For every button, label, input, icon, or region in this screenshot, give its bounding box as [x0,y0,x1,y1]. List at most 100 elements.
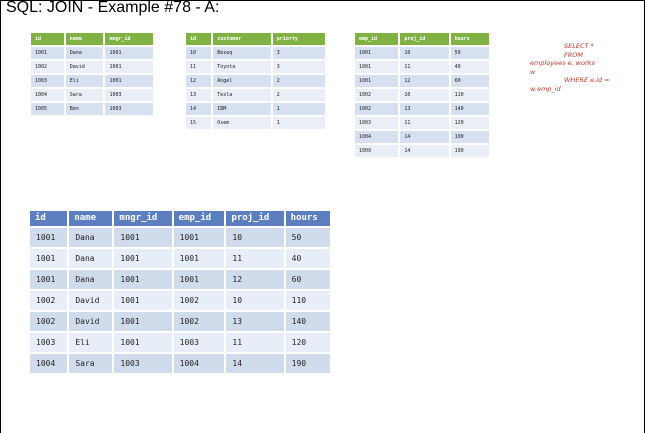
table-cell: 1001 [173,249,225,268]
table-cell: 1002 [355,103,399,115]
table-cell: 11 [186,61,212,73]
table-row: 1001 Dana 1001 1001 11 40 [30,249,330,268]
table-cell: 1001 [30,228,68,247]
table-cell: 1001 [105,61,153,73]
table-cell: 12 [186,75,212,87]
table-cell: 13 [400,103,449,115]
table-cell: 1001 [30,270,68,289]
table-cell: 2 [272,75,325,87]
table-cell: 1001 [31,47,64,59]
table-cell: 1003 [114,354,172,373]
table-cell: 1001 [355,61,399,73]
table-row: 1009 14 190 [355,145,489,157]
column-header: id [30,211,68,226]
column-header: mngr_id [105,33,153,45]
table-cell: 120 [285,333,330,352]
table-cell: 11 [400,117,449,129]
table-row: 1002 David 1001 [31,61,153,73]
table-cell: 12 [226,270,284,289]
column-header: hours [450,33,489,45]
table-row: 15 Osem 1 [186,117,325,129]
table-cell: 1001 [105,47,153,59]
table-row: 1002 David 1001 1002 13 140 [30,312,330,331]
table-cell: 1003 [30,333,68,352]
slide-title: SQL: JOIN - Example #78 - A: [6,0,220,16]
table-cell: Angel [213,75,271,87]
table-cell: Tesla [213,89,271,101]
table-cell: 60 [450,75,489,87]
table-cell: 1002 [30,291,68,310]
table-cell: 10 [186,47,212,59]
table-header-row: emp_id proj_id hours [355,33,489,45]
table-cell: 15 [186,117,212,129]
table-cell: 1004 [173,354,225,373]
table-cell: 1002 [173,291,225,310]
column-header: id [31,33,64,45]
column-header: emp_id [355,33,399,45]
table-cell: 190 [450,131,489,143]
table-cell: 1 [272,103,325,115]
table-cell: 14 [186,103,212,115]
column-header: name [69,211,113,226]
table-header-row: id customer priorty [186,33,325,45]
table-cell: 1001 [30,249,68,268]
column-header: name [65,33,104,45]
table-row: 1004 14 190 [355,131,489,143]
table-cell: 60 [285,270,330,289]
table-cell: 50 [285,228,330,247]
table-cell: 12 [400,75,449,87]
table-row: 1001 12 60 [355,75,489,87]
table-row: 11 Toyota 3 [186,61,325,73]
table-header-row: id name mngr_id emp_id proj_id hours [30,211,330,226]
table-cell: Sara [65,89,104,101]
table-header-row: id name mngr_id [31,33,153,45]
table-cell: 1001 [114,228,172,247]
table-cell: Dana [69,228,113,247]
column-header: mngr_id [114,211,172,226]
table-row: 1004 Sara 1003 [31,89,153,101]
table-cell: 1 [272,117,325,129]
table-cell: 14 [226,354,284,373]
table-row: 1003 11 120 [355,117,489,129]
table-cell: Toyota [213,61,271,73]
table-cell: 1003 [173,333,225,352]
table-cell: Eli [69,333,113,352]
table-cell: 1001 [114,270,172,289]
table-cell: 11 [400,61,449,73]
table-cell: 1001 [114,291,172,310]
table-row: 14 IBM 1 [186,103,325,115]
table-cell: 11 [226,249,284,268]
table-cell: 1003 [31,75,64,87]
table-cell: 1004 [30,354,68,373]
employees-table: id name mngr_id 1001 Dana 1001 1002 David 10… [29,31,155,117]
table-cell: Eli [65,75,104,87]
sql-line: w [530,67,536,76]
sql-query: SELECT * FROM employees e, works w WHERE… [530,42,630,93]
table-cell: IBM [213,103,271,115]
column-header: customer [213,33,271,45]
table-row: 13 Tesla 2 [186,89,325,101]
table-row: 1002 13 140 [355,103,489,115]
table-cell: Dana [65,47,104,59]
column-header: hours [285,211,330,226]
table-cell: 110 [285,291,330,310]
table-row: 1003 Eli 1001 [31,75,153,87]
table-cell: 1001 [114,333,172,352]
table-cell: David [69,291,113,310]
table-row: 1002 10 110 [355,89,489,101]
table-row: 1003 Eli 1001 1003 11 120 [30,333,330,352]
result-table: id name mngr_id emp_id proj_id hours 100… [28,209,332,375]
table-row: 1001 Dana 1001 1001 12 60 [30,270,330,289]
table-cell: 1005 [31,103,64,115]
table-cell: 50 [450,47,489,59]
table-cell: 1001 [173,270,225,289]
table-cell: 3 [272,47,325,59]
table-row: 1001 11 40 [355,61,489,73]
table-cell: 1004 [355,131,399,143]
table-cell: 13 [186,89,212,101]
table-cell: David [65,61,104,73]
table-cell: 10 [226,291,284,310]
table-cell: 1001 [355,75,399,87]
table-cell: 1002 [173,312,225,331]
